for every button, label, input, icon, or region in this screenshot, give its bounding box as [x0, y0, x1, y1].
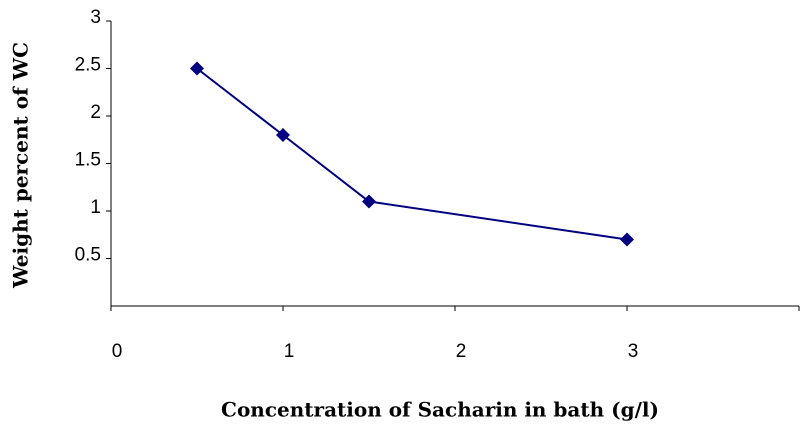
y-tick-label: 1	[90, 197, 101, 218]
x-tick-label: 0	[112, 341, 123, 362]
data-line	[196, 67, 628, 241]
x-tick-label: 1	[284, 341, 295, 362]
x-tick-label: 3	[628, 341, 639, 362]
y-tick-label: 2	[90, 102, 101, 123]
data-point	[362, 194, 376, 209]
y-tick-label: 2.5	[75, 55, 101, 76]
y-axis-title: Weight percent of WC	[9, 42, 33, 289]
x-axis-title: Concentration of Sacharin in bath (g/l)	[221, 398, 659, 422]
data-point	[276, 128, 290, 142]
x-tick-label: 2	[456, 341, 467, 362]
y-tick-label: 0.5	[75, 245, 101, 266]
data-point	[190, 61, 204, 76]
y-tick-label: 1.5	[75, 150, 101, 171]
data-point	[620, 232, 634, 247]
y-tick-label: 3	[90, 7, 101, 28]
